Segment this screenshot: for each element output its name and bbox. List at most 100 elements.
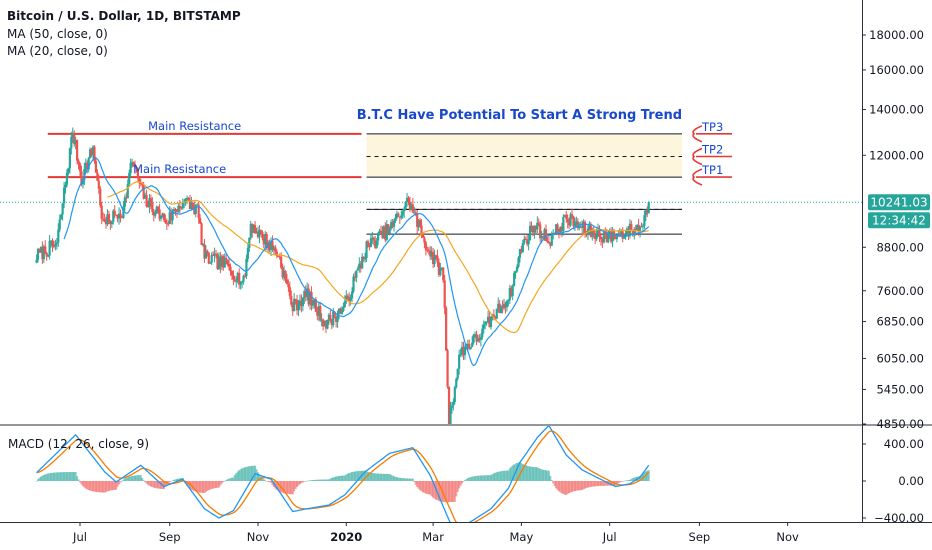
candle-body xyxy=(67,168,70,173)
macd-hist-bar xyxy=(549,475,552,481)
macd-hist-bar xyxy=(378,473,381,481)
candle-body xyxy=(242,275,245,282)
candle-body xyxy=(601,239,604,243)
macd-hist-bar xyxy=(410,478,413,481)
time-axis[interactable]: Jul Sep Nov 2020 Mar May Jul Sep Nov xyxy=(72,522,799,544)
ma50-legend[interactable]: MA (50, close, 0) xyxy=(7,27,108,41)
candle-body xyxy=(223,257,226,268)
macd-hist-bar xyxy=(199,481,202,493)
candle-body xyxy=(54,244,57,247)
macd-hist-bar xyxy=(115,481,118,490)
macd-hist-bar xyxy=(229,478,232,481)
macd-hist-bar xyxy=(639,476,642,481)
candle-body xyxy=(322,319,325,327)
candle-body xyxy=(323,320,326,327)
candle-body xyxy=(550,235,553,246)
candle-body xyxy=(295,300,299,311)
candle-body xyxy=(562,216,565,232)
candle-body xyxy=(47,255,50,257)
macd-hist-bar xyxy=(500,471,503,481)
macd-hist-bar xyxy=(384,473,387,481)
macd-hist-bar xyxy=(511,465,514,481)
candle-body xyxy=(339,308,342,314)
candle-body xyxy=(200,223,203,245)
macd-pane[interactable] xyxy=(35,426,650,533)
macd-hist-bar xyxy=(340,475,343,481)
candle-body xyxy=(58,219,61,230)
macd-hist-bar xyxy=(63,472,66,481)
candle-body xyxy=(472,334,475,343)
macd-hist-bar xyxy=(55,472,58,481)
macd-hist-bar xyxy=(123,478,126,481)
macd-hist-bar xyxy=(617,481,620,484)
macd-hist-bar xyxy=(131,476,134,481)
candle-body xyxy=(65,172,69,185)
candle-body xyxy=(568,222,571,226)
candle-body xyxy=(644,210,647,216)
price-axis[interactable]: 18000.00 16000.00 14000.00 12000.00 8800.00 7… xyxy=(862,28,924,431)
candle-body xyxy=(453,387,456,403)
macd-hist-bar xyxy=(44,474,47,481)
macd-hist-bar xyxy=(262,479,265,481)
candle-body xyxy=(421,233,425,238)
candle-body xyxy=(479,337,482,340)
macd-hist-bar xyxy=(536,467,539,481)
candle-body xyxy=(631,230,634,236)
macd-hist-bar xyxy=(285,481,288,494)
candle-body xyxy=(365,241,368,258)
macd-hist-bar xyxy=(550,480,553,481)
candle-body xyxy=(175,210,179,212)
macd-hist-bar xyxy=(162,481,165,490)
macd-hist-bar xyxy=(394,476,397,481)
candle-body xyxy=(199,218,202,224)
macd-hist-bar xyxy=(194,481,197,492)
candle-body xyxy=(488,316,491,328)
time-tick-label: Jul xyxy=(72,530,87,544)
candle-body xyxy=(311,304,315,306)
macd-hist-bar xyxy=(333,476,336,481)
candle-body xyxy=(152,211,155,216)
macd-hist-bar xyxy=(226,479,229,481)
candle-body xyxy=(636,225,639,230)
candle-body xyxy=(60,214,63,220)
macd-hist-bar xyxy=(621,481,624,482)
macd-hist-bar xyxy=(145,481,148,484)
candle-body xyxy=(598,229,601,237)
candle-body xyxy=(252,225,255,233)
macd-hist-bar xyxy=(235,473,238,481)
macd-hist-bar xyxy=(647,470,650,481)
candle-body xyxy=(280,256,283,268)
macd-hist-bar xyxy=(624,480,627,482)
macd-hist-bar xyxy=(598,481,601,486)
macd-hist-bar xyxy=(566,481,569,494)
candle-body xyxy=(191,203,194,206)
macd-legend[interactable]: MACD (12, 26, close, 9) xyxy=(8,437,150,451)
macd-hist-bar xyxy=(442,481,445,502)
ma20-legend[interactable]: MA (20, close, 0) xyxy=(7,44,108,58)
candle-body xyxy=(638,226,642,232)
macd-hist-bar xyxy=(332,477,335,481)
time-tick-label: Mar xyxy=(422,530,444,544)
macd-hist-bar xyxy=(225,479,228,481)
chart-title[interactable]: Bitcoin / U.S. Dollar, 1D, BITSTAMP xyxy=(7,9,241,23)
price-pane[interactable] xyxy=(0,127,862,432)
candle-body xyxy=(514,271,517,273)
macd-hist-bar xyxy=(270,481,273,483)
macd-hist-bar xyxy=(407,478,410,481)
candle-body xyxy=(585,233,588,235)
macd-hist-bar xyxy=(641,473,644,481)
macd-axis[interactable]: 400.00 0.00 −400.00 xyxy=(862,437,924,525)
candle-body xyxy=(630,223,633,231)
macd-hist-bar xyxy=(544,470,547,481)
macd-hist-bar xyxy=(419,481,422,491)
macd-hist-bar xyxy=(197,481,200,493)
candle-body xyxy=(39,247,43,253)
time-tick-label: Sep xyxy=(689,530,711,544)
macd-hist-bar xyxy=(319,479,322,481)
macd-hist-bar xyxy=(102,481,105,493)
macd-hist-bar xyxy=(306,480,309,482)
candle-body xyxy=(144,194,147,199)
macd-hist-bar xyxy=(421,481,424,493)
candle-body xyxy=(450,405,454,408)
macd-tick-label: −400.00 xyxy=(874,511,924,525)
